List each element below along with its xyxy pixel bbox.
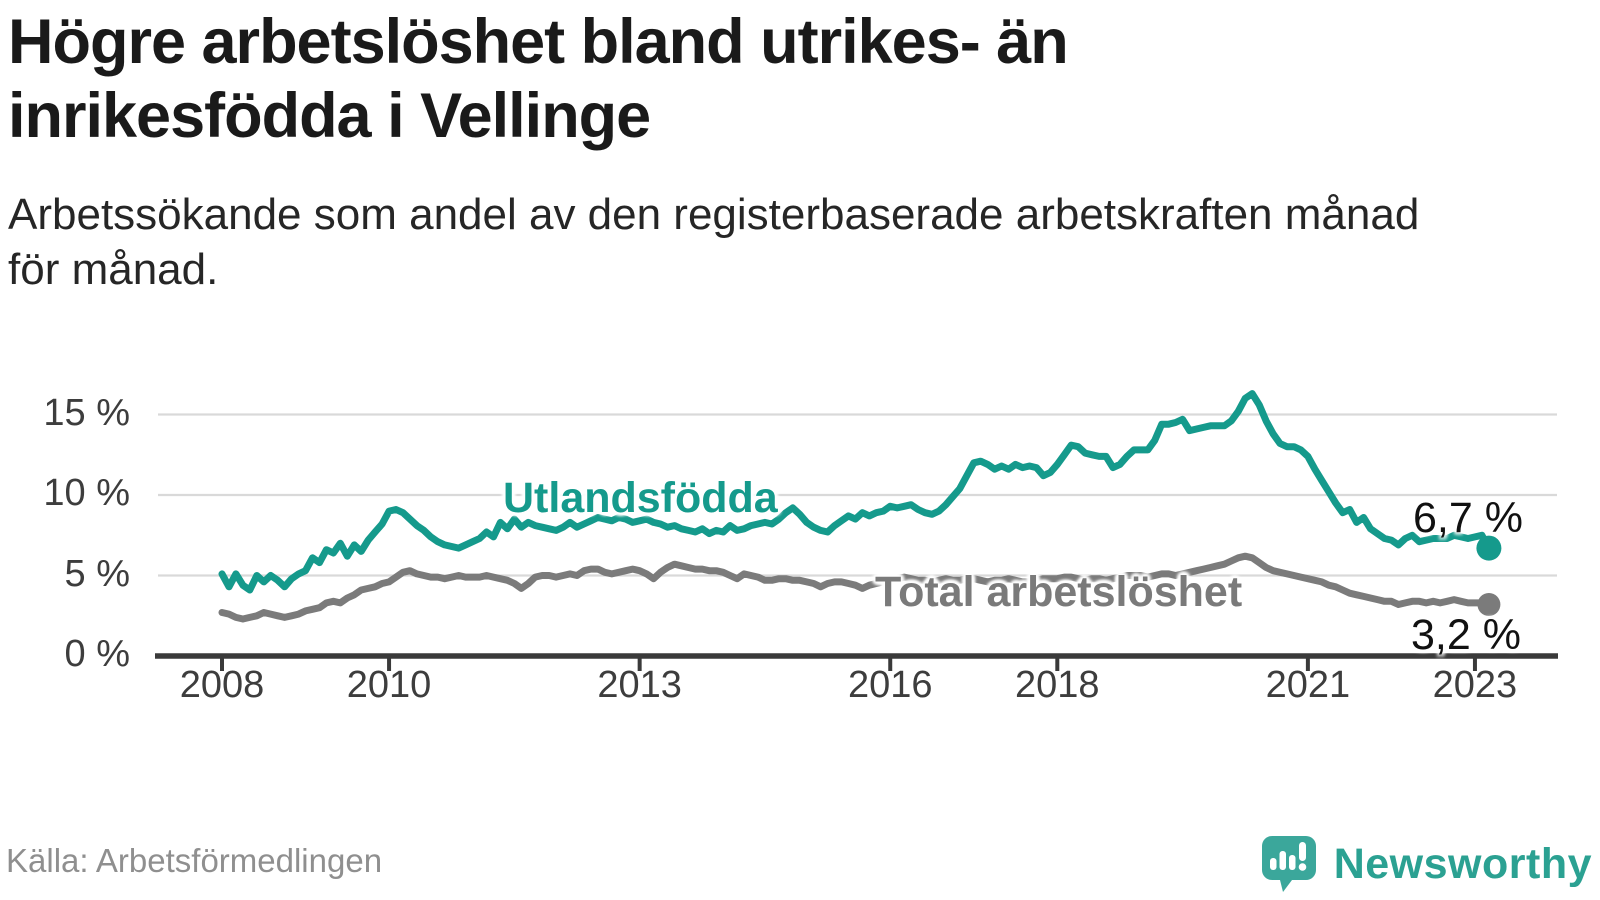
y-axis-tick-label: 0 % — [64, 633, 130, 675]
page-title-line-2: inrikesfödda i Vellinge — [8, 80, 651, 151]
series-line-utlandsfodda — [218, 390, 1493, 594]
y-axis-tick-label: 10 % — [43, 472, 130, 514]
page-subtitle-line-1: Arbetssökande som andel av den registerb… — [8, 190, 1420, 239]
page-subtitle-line-2: för månad. — [8, 244, 219, 294]
brand-footer: Newsworthy — [1260, 834, 1592, 894]
source-note: Källa: Arbetsförmedlingen — [6, 842, 383, 879]
series-line-total-arbetsloshet — [218, 552, 1493, 623]
series-end-dot-utlandsfodda — [1476, 535, 1502, 561]
newsworthy-logo-icon — [1261, 836, 1316, 892]
page-subtitle: Arbetssökande som andel av den registerb… — [8, 188, 1568, 297]
y-axis-tick-label: 5 % — [64, 552, 130, 595]
x-axis-tick-label: 2023 — [1432, 664, 1518, 706]
x-axis-tick-label: 2008 — [179, 664, 265, 706]
x-axis-tick-label: 2018 — [1015, 664, 1100, 706]
end-value-label-utlandsfodda: 6,7 % — [1413, 494, 1523, 542]
series-label-total-arbetsloshet: Total arbetslöshet — [875, 568, 1243, 616]
x-axis-tick-label: 2010 — [346, 664, 432, 706]
y-axis-tick-label: 15 % — [43, 391, 130, 434]
end-value-label-total-arbetsloshet: 3,2 % — [1411, 611, 1521, 659]
brand-wordmark: Newsworthy — [1333, 839, 1592, 888]
series-end-dot-total-arbetsloshet — [1477, 593, 1501, 616]
x-axis-tick-label: 2013 — [597, 664, 682, 706]
x-axis-tick-label: 2016 — [847, 664, 933, 706]
page-title-line-1: Högre arbetslöshet bland utrikes- än — [8, 7, 1069, 77]
x-axis-tick-label: 2021 — [1265, 664, 1351, 706]
series-label-utlandsfodda: Utlandsfödda — [503, 474, 778, 522]
page-title: Högre arbetslöshet bland utrikes- än inr… — [8, 6, 1588, 153]
